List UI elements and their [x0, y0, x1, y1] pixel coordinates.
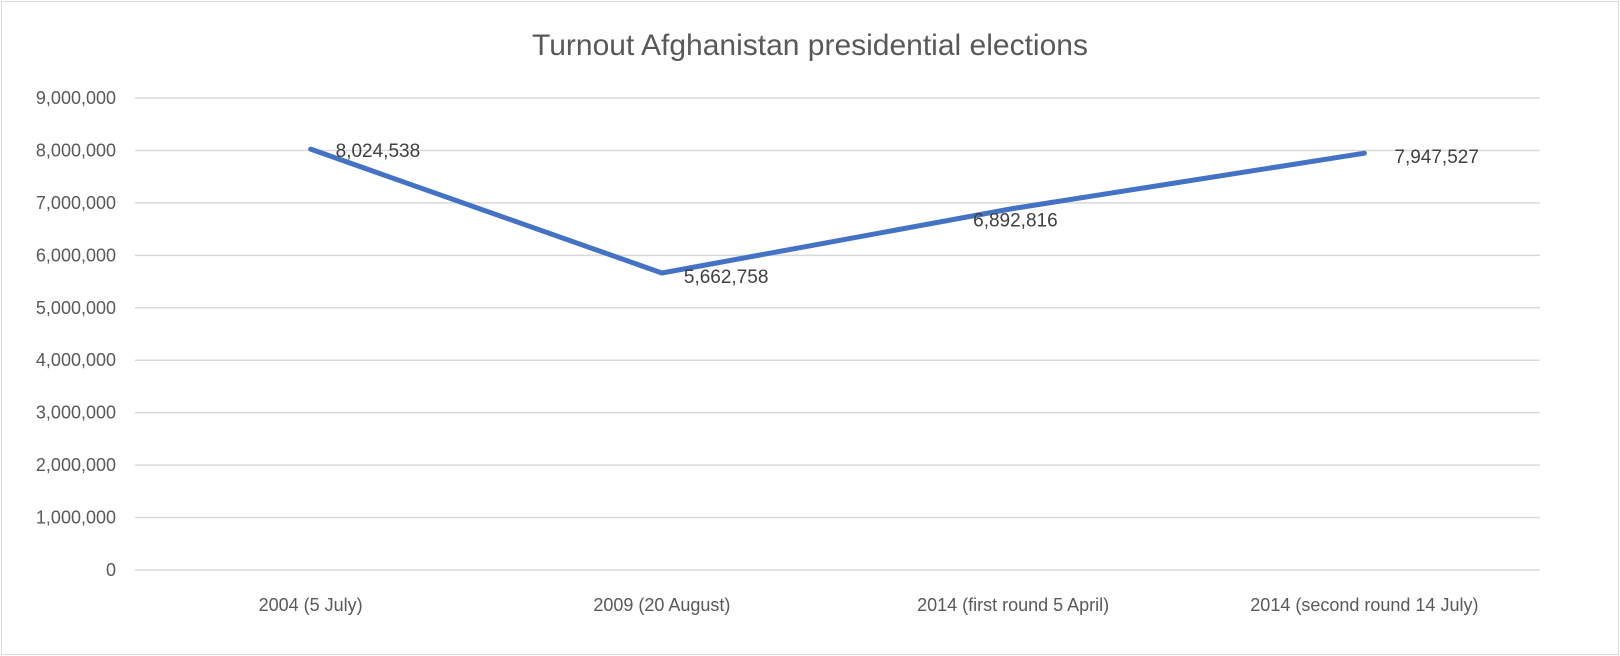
y-tick-label-4: 4,000,000	[36, 350, 116, 370]
data-label-2: 6,892,816	[973, 211, 1058, 232]
y-tick-label-9: 9,000,000	[36, 88, 116, 108]
gridlines	[135, 97, 1540, 571]
chart-title: Turnout Afghanistan presidential electio…	[532, 29, 1088, 62]
data-labels: 8,024,538 5,662,758 6,892,816 7,947,527	[336, 141, 1479, 288]
data-label-1: 5,662,758	[684, 267, 769, 288]
data-label-0: 8,024,538	[336, 141, 421, 162]
y-axis-tick-labels: 0 1,000,000 2,000,000 3,000,000 4,000,000 5,0…	[36, 88, 116, 580]
y-tick-label-3: 3,000,000	[36, 403, 116, 423]
x-tick-label-1: 2009 (20 August)	[593, 595, 730, 615]
x-axis-tick-labels: 2004 (5 July) 2009 (20 August) 2014 (first…	[259, 595, 1479, 615]
x-tick-label-3: 2014 (second round 14 July)	[1250, 595, 1478, 615]
x-tick-label-2: 2014 (first round 5 April)	[917, 595, 1109, 615]
y-tick-label-2: 2,000,000	[36, 455, 116, 475]
y-tick-label-1: 1,000,000	[36, 508, 116, 528]
y-tick-label-8: 8,000,000	[36, 140, 116, 160]
y-tick-label-6: 6,000,000	[36, 245, 116, 265]
y-tick-label-5: 5,000,000	[36, 298, 116, 318]
x-tick-label-0: 2004 (5 July)	[259, 595, 363, 615]
series-line-0	[308, 146, 1367, 276]
y-tick-label-0: 0	[106, 560, 116, 580]
series-turnout	[308, 146, 1367, 276]
data-label-3: 7,947,527	[1394, 147, 1479, 168]
y-tick-label-7: 7,000,000	[36, 193, 116, 213]
